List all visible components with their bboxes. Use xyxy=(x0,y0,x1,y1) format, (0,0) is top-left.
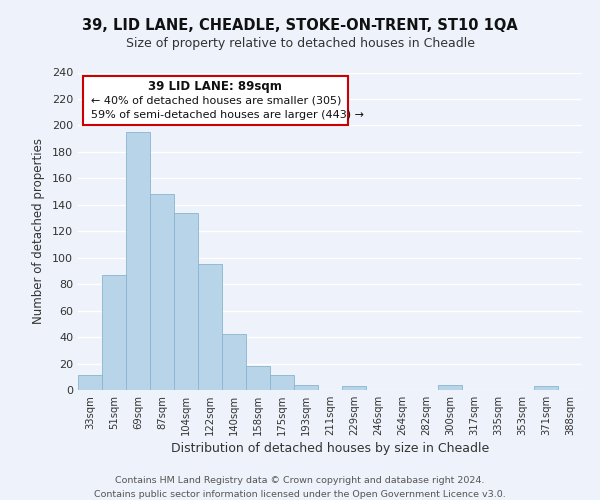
Text: Size of property relative to detached houses in Cheadle: Size of property relative to detached ho… xyxy=(125,38,475,51)
Text: Contains public sector information licensed under the Open Government Licence v3: Contains public sector information licen… xyxy=(94,490,506,499)
Text: 39 LID LANE: 89sqm: 39 LID LANE: 89sqm xyxy=(148,80,282,94)
Bar xyxy=(534,386,558,390)
Bar xyxy=(150,194,174,390)
Bar xyxy=(126,132,150,390)
Bar xyxy=(342,386,366,390)
X-axis label: Distribution of detached houses by size in Cheadle: Distribution of detached houses by size … xyxy=(171,442,489,455)
Text: 39, LID LANE, CHEADLE, STOKE-ON-TRENT, ST10 1QA: 39, LID LANE, CHEADLE, STOKE-ON-TRENT, S… xyxy=(82,18,518,32)
Bar xyxy=(438,384,462,390)
Bar xyxy=(246,366,270,390)
Bar xyxy=(102,275,126,390)
Bar xyxy=(78,376,102,390)
Y-axis label: Number of detached properties: Number of detached properties xyxy=(32,138,45,324)
Bar xyxy=(270,376,294,390)
Text: Contains HM Land Registry data © Crown copyright and database right 2024.: Contains HM Land Registry data © Crown c… xyxy=(115,476,485,485)
Bar xyxy=(294,384,318,390)
Text: ← 40% of detached houses are smaller (305): ← 40% of detached houses are smaller (30… xyxy=(91,96,341,106)
Bar xyxy=(174,212,198,390)
Text: 59% of semi-detached houses are larger (443) →: 59% of semi-detached houses are larger (… xyxy=(91,110,364,120)
Bar xyxy=(222,334,246,390)
Bar xyxy=(198,264,222,390)
FancyBboxPatch shape xyxy=(83,76,347,125)
